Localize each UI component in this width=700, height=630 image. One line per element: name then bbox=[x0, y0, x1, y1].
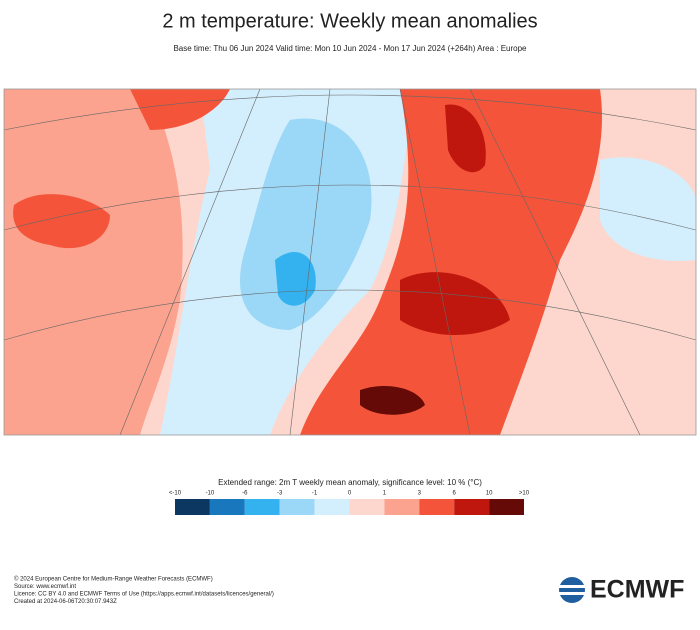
logo-text: ECMWF bbox=[590, 576, 684, 604]
greenland-warm bbox=[130, 89, 230, 130]
colorbar-segment bbox=[489, 499, 524, 515]
warm-core bbox=[400, 272, 510, 335]
colorbar: <-10 -10 -6 -3 -1 0 1 3 6 10 >10 bbox=[169, 491, 530, 515]
colorbar-segment bbox=[419, 499, 455, 515]
cool-east bbox=[600, 157, 696, 261]
colorbar-label: 3 bbox=[418, 491, 422, 497]
colorbar-segment bbox=[454, 499, 490, 515]
colorbar-label: -1 bbox=[312, 491, 318, 497]
colorbar-segment bbox=[209, 499, 245, 515]
cool-core bbox=[240, 118, 372, 331]
footer-line: © 2024 European Centre for Medium-Range … bbox=[14, 576, 213, 583]
warm-core bbox=[445, 104, 486, 173]
map bbox=[3, 88, 697, 436]
colorbar-title: Extended range: 2m T weekly mean anomaly… bbox=[218, 478, 482, 487]
colorbar-label: 0 bbox=[348, 491, 352, 497]
colorbar-label: >10 bbox=[519, 491, 530, 497]
colorbar-segment bbox=[314, 499, 350, 515]
warm-peak bbox=[360, 385, 425, 415]
ocean-warm-core bbox=[13, 194, 110, 249]
colorbar-label: 6 bbox=[453, 491, 457, 497]
graticule bbox=[4, 89, 696, 435]
colorbar-label: 1 bbox=[383, 491, 387, 497]
colorbar-label: -6 bbox=[242, 491, 248, 497]
footer-line: Licence: CC BY 4.0 and ECMWF Terms of Us… bbox=[14, 592, 274, 598]
footer-line: Created at 2024-06-06T20:30:07.943Z bbox=[14, 599, 117, 605]
colorbar-label: -3 bbox=[277, 491, 283, 497]
footer: © 2024 European Centre for Medium-Range … bbox=[14, 576, 274, 606]
footer-line: Source: www.ecmwf.int bbox=[14, 584, 76, 590]
colorbar-segment bbox=[175, 499, 210, 515]
colorbar-segment bbox=[279, 499, 315, 515]
warm-region bbox=[300, 89, 602, 435]
colorbar-segment bbox=[349, 499, 385, 515]
cool-peak bbox=[275, 251, 316, 306]
colorbar-segment bbox=[244, 499, 280, 515]
colorbar-label: 10 bbox=[486, 491, 493, 497]
logo: ECMWF bbox=[557, 576, 684, 604]
colorbar-label: <-10 bbox=[169, 491, 182, 497]
ocean-warm bbox=[4, 89, 183, 435]
colorbar-label: -10 bbox=[206, 491, 215, 497]
title: 2 m temperature: Weekly mean anomalies bbox=[162, 10, 537, 32]
colorbar-segment bbox=[384, 499, 420, 515]
subtitle: Base time: Thu 06 Jun 2024 Valid time: M… bbox=[173, 44, 527, 53]
